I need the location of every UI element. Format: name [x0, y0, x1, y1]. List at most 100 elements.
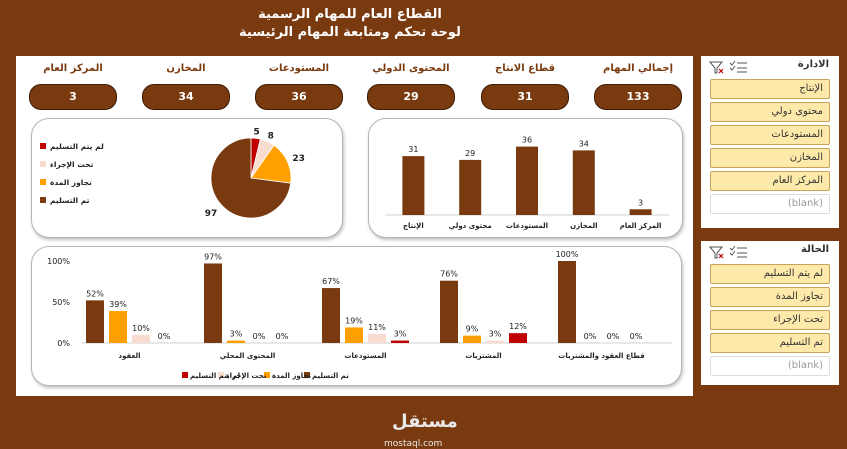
grouped-bar-label: 76% [440, 270, 458, 279]
grouped-bar-label: 52% [86, 289, 104, 298]
kpi-value: 31 [481, 84, 569, 110]
grouped-bar-label: 67% [322, 277, 340, 286]
slicer-item-blank[interactable]: (blank) [710, 194, 830, 214]
kpi-label: إجمالي المهام [602, 63, 674, 74]
grouped-bar-label: 100% [556, 250, 579, 259]
grouped-bar-label: 12% [509, 322, 527, 331]
legend-swatch [40, 197, 46, 203]
slicer-item-delivered[interactable]: تم التسليم [710, 333, 830, 353]
kpi-stores: المخازن 34 [142, 62, 230, 110]
kpi-value: 36 [255, 84, 343, 110]
group-category-label: العقود [119, 352, 141, 360]
department-bar-card: 31 الإنتاج 29 محتوى دولي 36 المستودعات 34 المخا… [368, 118, 683, 238]
bar [572, 150, 595, 215]
multi-select-icon[interactable] [729, 245, 747, 258]
grouped-bar [486, 340, 504, 343]
pie-data-label: 8 [268, 131, 274, 141]
grouped-bar-label: 0% [253, 332, 266, 341]
slicer-item-blank[interactable]: (blank) [710, 356, 830, 376]
pie-legend-label: تحت الإجراء [50, 160, 94, 169]
grouped-bar [463, 335, 481, 343]
legend-swatch [40, 143, 46, 149]
pie-data-label: 97 [205, 209, 218, 219]
kpi-international: المحتوى الدولي 29 [367, 62, 455, 110]
slicer-item-not-delivered[interactable]: لم يتم التسليم [710, 264, 830, 284]
bar [516, 146, 538, 215]
group-category-label: قطاع العقود والمشتريات [558, 352, 645, 360]
slicer-toolbar [708, 59, 749, 78]
legend-swatch [40, 161, 46, 167]
dashboard-title: القطاع العام للمهام الرسمية [258, 7, 442, 22]
grouped-bar-label: 97% [204, 252, 222, 261]
slicer-title: الحالة [801, 244, 829, 255]
slicer-item-stores[interactable]: المخازن [710, 148, 830, 168]
department-bar-chart: 31 الإنتاج 29 محتوى دولي 36 المستودعات 34 المخا… [385, 136, 669, 230]
grouped-bar-label: 3% [394, 330, 407, 339]
grouped-bar-label: 0% [276, 332, 289, 341]
bar-data-label: 34 [579, 139, 589, 148]
grouped-bar [391, 340, 409, 343]
legend-swatch [264, 372, 270, 378]
department-slicer: الادارة الإنتاج محتوى دولي المستودعات ال… [701, 56, 839, 228]
multi-select-icon[interactable] [729, 60, 747, 73]
bar-category-label: المخازن [570, 222, 597, 230]
grouped-legend-label: تم التسليم [312, 372, 349, 380]
kpi-value: 29 [367, 84, 455, 110]
bar [629, 209, 652, 215]
bar-data-label: 31 [408, 145, 418, 154]
y-tick-label: 0% [57, 339, 70, 348]
kpi-production: قطاع الانتاج 31 [481, 62, 569, 110]
grouped-bar [227, 340, 245, 343]
slicer-item-in-progress[interactable]: تحت الإجراء [710, 310, 830, 330]
dashboard-subtitle: لوحة تحكم ومتابعة المهام الرئيسية [239, 25, 461, 40]
bar-data-label: 36 [522, 136, 532, 145]
kpi-warehouses: المستودعات 36 [255, 62, 343, 110]
slicer-title: الادارة [797, 59, 829, 70]
group-category-label: المشتريات [465, 352, 501, 360]
grouped-bar-label: 3% [230, 330, 243, 339]
kpi-value: 34 [142, 84, 230, 110]
slicer-item-production[interactable]: الإنتاج [710, 79, 830, 99]
y-tick-label: 50% [52, 298, 70, 307]
slicer-item-international[interactable]: محتوى دولي [710, 102, 830, 122]
status-by-sector-chart: 100% 50% 0% 52% 39% 10% 0% العقود 97% 3% 0% 0% المحت… [47, 250, 672, 380]
y-tick-label: 100% [47, 257, 70, 266]
slicer-item-headquarters[interactable]: المركز العام [710, 171, 830, 191]
group-category-label: المستودعات [344, 352, 386, 360]
grouped-bar [86, 300, 104, 343]
pie-slice [210, 137, 292, 219]
watermark-logo: مستقل [392, 411, 458, 432]
kpi-value: 133 [594, 84, 682, 110]
kpi-value: 3 [29, 84, 117, 110]
pie-legend-label: لم يتم التسليم [50, 142, 104, 151]
watermark-url: mostaql.com [384, 439, 443, 449]
grouped-legend-label: تجاوز المدة [272, 372, 311, 380]
bar-category-label: المستودعات [506, 222, 548, 230]
slicer-toolbar [708, 244, 749, 263]
legend-swatch [182, 372, 188, 378]
slicer-item-warehouses[interactable]: المستودعات [710, 125, 830, 145]
grouped-bar [558, 261, 576, 343]
bar-data-label: 29 [465, 149, 475, 158]
bar-category-label: المركز العام [620, 222, 662, 230]
clear-filter-icon[interactable] [708, 61, 724, 74]
status-pie-card: 5 8 23 97 لم يتم التسليم تحت الإجراء تجاوز الم… [31, 118, 343, 238]
slicer-item-overdue[interactable]: تجاوز المدة [710, 287, 830, 307]
grouped-bar [132, 334, 150, 343]
grouped-bar [345, 327, 363, 343]
bar-category-label: الإنتاج [403, 222, 424, 230]
grouped-bar [509, 333, 527, 343]
dashboard-panel: إجمالي المهام 133 قطاع الانتاج 31 المحتو… [16, 56, 693, 449]
legend-swatch [304, 372, 310, 378]
grouped-bar-label: 19% [345, 316, 363, 325]
clear-filter-icon[interactable] [708, 246, 724, 259]
legend-swatch [40, 179, 46, 185]
kpi-headquarters: المركز العام 3 [29, 62, 117, 110]
kpi-label: المركز العام [43, 63, 103, 74]
grouped-bar [440, 280, 458, 343]
pie-slice [250, 144, 292, 184]
grouped-bar [322, 288, 340, 343]
status-slicer: الحالة لم يتم التسليم تجاوز المدة تحت ال… [701, 241, 839, 385]
grouped-bar [204, 263, 222, 343]
grouped-bar-label: 0% [630, 332, 643, 341]
